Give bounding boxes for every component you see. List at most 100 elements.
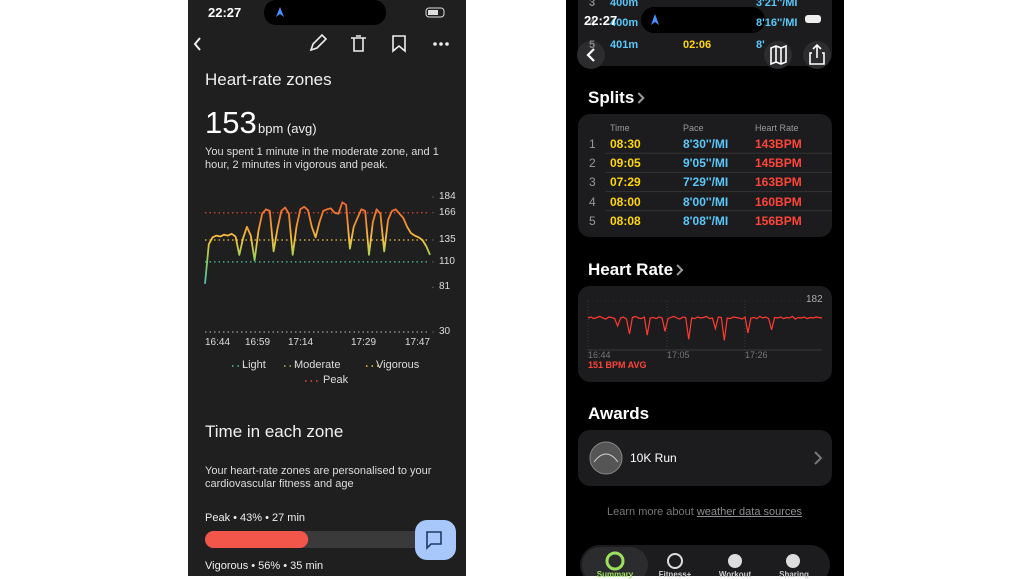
heart-rate-line bbox=[587, 315, 823, 341]
split-cell: 09:05 bbox=[610, 156, 641, 171]
battery bbox=[425, 7, 445, 18]
avg-value: 153 bbox=[205, 105, 257, 140]
tab-label[interactable]: Workout bbox=[718, 570, 752, 579]
legend-label: Vigorous bbox=[376, 359, 420, 371]
split-cell: 1 bbox=[589, 137, 596, 151]
x-tick-label: 17:29 bbox=[351, 337, 377, 348]
tab-icon bbox=[728, 554, 742, 568]
split-cell: 143BPM bbox=[755, 137, 802, 151]
y-tick-label: 166 bbox=[439, 206, 456, 218]
dynamic-island bbox=[641, 7, 765, 33]
splits-card bbox=[578, 114, 832, 237]
avg-unit: bpm (avg) bbox=[258, 121, 317, 136]
top-row-cell: 3 bbox=[589, 0, 596, 9]
tab-label[interactable]: Fitness+ bbox=[658, 570, 692, 579]
split-cell: 08:00 bbox=[610, 194, 641, 209]
tab-icon bbox=[605, 551, 625, 571]
heading-chevron bbox=[637, 92, 645, 104]
map-button[interactable] bbox=[764, 41, 792, 69]
split-cell: 7'29''/MI bbox=[683, 175, 729, 190]
split-cell: 160BPM bbox=[755, 194, 802, 209]
section-title: Heart-rate zones bbox=[205, 70, 332, 89]
x-tick-label: 17:14 bbox=[288, 337, 314, 348]
split-cell: 8'30''/MI bbox=[683, 137, 729, 151]
zone-label: Vigorous • 56% • 35 min bbox=[205, 560, 324, 572]
back-icon bbox=[586, 48, 595, 62]
nav-icon bbox=[276, 7, 284, 17]
x-tick-label: 17:26 bbox=[745, 350, 768, 360]
x-tick-label: 17:47 bbox=[405, 337, 431, 348]
back-button[interactable] bbox=[193, 37, 201, 51]
column-header: Pace bbox=[683, 123, 704, 133]
tab-label[interactable]: Summary bbox=[596, 570, 634, 579]
status-time: 22:27 bbox=[584, 13, 618, 28]
y-tick-label: 184 bbox=[439, 191, 456, 202]
y-tick-label: 30 bbox=[439, 326, 451, 337]
award-badge-art bbox=[593, 453, 619, 463]
top-row-cell: 4 bbox=[589, 17, 596, 29]
bookmark-button[interactable] bbox=[392, 35, 406, 53]
top-row-cell: 8'16''/MI bbox=[756, 17, 798, 29]
award-chevron[interactable] bbox=[814, 451, 823, 465]
award-badge bbox=[589, 441, 623, 475]
section-heading[interactable]: Heart Rate bbox=[588, 260, 674, 279]
top-row-cell: 400m bbox=[610, 17, 639, 29]
top-row-cell: 400m bbox=[610, 0, 639, 9]
split-cell: 07:29 bbox=[610, 175, 641, 190]
heading-chevron bbox=[676, 264, 684, 276]
zone-label: Peak • 43% • 27 min bbox=[205, 512, 306, 524]
delete-button[interactable] bbox=[351, 35, 366, 52]
column-header: Time bbox=[610, 123, 630, 133]
section-heading[interactable]: Splits bbox=[588, 88, 635, 107]
y-tick-label: 182 bbox=[806, 294, 823, 305]
y-tick-label: 110 bbox=[439, 255, 455, 267]
x-tick-label: 16:44 bbox=[205, 337, 231, 348]
x-tick-label: 16:59 bbox=[245, 337, 271, 348]
award-name[interactable]: 10K Run bbox=[630, 451, 677, 465]
split-cell: 8'08''/MI bbox=[683, 213, 729, 228]
top-row-cell: 3'21''/MI bbox=[756, 0, 798, 9]
summary: You spent 1 minute in the moderate zone,… bbox=[205, 146, 439, 171]
dynamic-island bbox=[264, 0, 386, 25]
zones-note: Your heart-rate zones are personalised t… bbox=[205, 465, 432, 490]
y-tick-label: 135 bbox=[439, 233, 456, 245]
legend-label: Moderate bbox=[294, 359, 341, 371]
nav-icon bbox=[651, 14, 659, 25]
edit-button[interactable] bbox=[309, 33, 328, 52]
split-cell: 156BPM bbox=[755, 213, 802, 228]
footer-link[interactable]: weather data sources bbox=[696, 506, 803, 518]
top-row-cell: 8' bbox=[756, 39, 765, 51]
x-tick-label: 16:44 bbox=[588, 350, 611, 360]
status-time: 22:27 bbox=[208, 5, 242, 20]
section-heading: Awards bbox=[588, 404, 650, 423]
battery bbox=[805, 15, 821, 23]
heart-rate-line bbox=[204, 201, 431, 284]
fab-icon bbox=[426, 531, 442, 550]
map-icon bbox=[770, 44, 787, 66]
fab[interactable] bbox=[415, 520, 456, 560]
tab-selected bbox=[582, 547, 648, 576]
footer-text: Learn more about bbox=[607, 506, 694, 518]
top-row-cell: 5 bbox=[589, 39, 596, 51]
share-icon bbox=[809, 43, 825, 65]
back-button[interactable] bbox=[577, 41, 605, 69]
legend-label: Peak bbox=[323, 374, 349, 386]
tab-icon bbox=[786, 554, 800, 568]
heart-rate-card bbox=[578, 286, 832, 382]
column-header: Heart Rate bbox=[755, 123, 799, 133]
legend-label: Light bbox=[242, 359, 266, 371]
tab-label[interactable]: Sharing bbox=[779, 570, 809, 579]
more-button[interactable] bbox=[433, 42, 449, 46]
split-cell: 3 bbox=[589, 175, 596, 190]
top-row-cell: 401m bbox=[610, 39, 639, 51]
split-cell: 9'05''/MI bbox=[683, 156, 729, 171]
x-tick-label: 17:05 bbox=[667, 350, 690, 360]
split-cell: 08:30 bbox=[610, 137, 641, 151]
y-tick-label: 81 bbox=[439, 281, 451, 293]
tab-icon bbox=[667, 553, 683, 569]
top-row-cell: 02:06 bbox=[683, 39, 712, 51]
split-cell: 8'00''/MI bbox=[683, 194, 729, 209]
avg-label: 151 BPM AVG bbox=[588, 360, 647, 370]
